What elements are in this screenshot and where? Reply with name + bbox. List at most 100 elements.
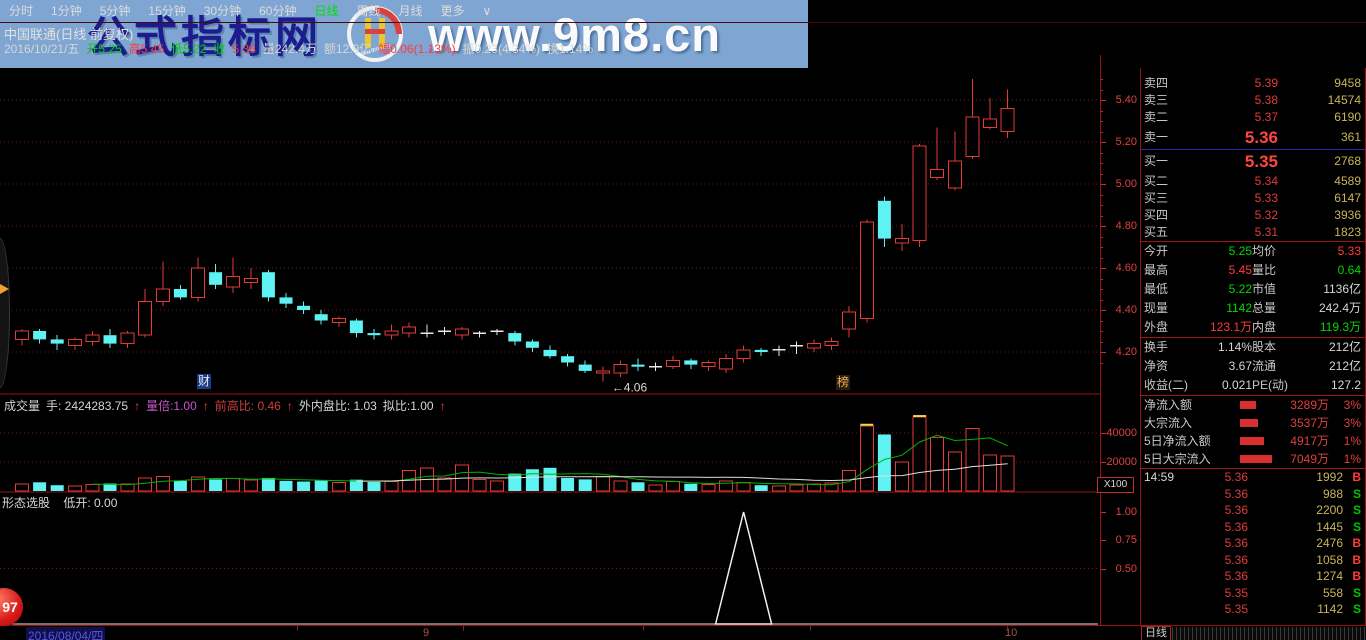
menu-item-5分钟[interactable]: 5分钟 [99,4,131,18]
axis-tick-label: 0.75 [1115,534,1137,547]
ob-label: 卖三 [1144,93,1169,107]
menu-item-日线[interactable]: 日线 [314,4,339,18]
axis-minor-tick [1100,163,1103,164]
order-book-row-买一[interactable]: 买一 5.35 2768 [1140,150,1365,173]
order-book-row-卖四[interactable]: 卖四 5.39 9458 [1140,75,1365,92]
period-menubar: 分时 1分钟 5分钟 15分钟 30分钟 60分钟 日线 周线 月线 更多 ∨ [0,0,1366,23]
info-segment: ↑ [439,399,446,413]
chart-marker-cai[interactable]: 财 [197,374,212,389]
axis-minor-tick [1100,341,1103,343]
quote-panel: 卖四 5.39 9458 卖三 5.38 14574 卖二 5.37 6190 卖一 … [1140,68,1366,640]
snapshot-row: 今开 5.25 均价 5.33 [1144,244,1361,258]
axis-minor-tick [1100,131,1103,133]
ob-price: 5.32 [1254,208,1278,222]
axis-minor-tick [1100,100,1103,101]
tick-trade-list: 14:59 5.36 1992 B 5.36 988 S 5.36 2200 S 5.36 1… [1140,469,1365,618]
indicator-pane-header: 形态选股 低开: 0.00 [2,494,127,511]
axis-tick-label: 20000 [1106,456,1137,468]
left-arrow-marker [0,284,9,294]
order-book-row-卖一[interactable]: 卖一 5.36 361 [1140,126,1365,149]
indicator-param: 低开: 0.00 [63,496,118,510]
menu-item-15分钟[interactable]: 15分钟 [148,4,186,18]
ob-price: 5.38 [1254,93,1278,107]
order-book-row-卖三[interactable]: 卖三 5.38 14574 [1140,92,1365,109]
info-segment: 开5.25 [86,42,122,56]
info-segment: 2016/10/21/五 [4,42,80,56]
trade-row: 5.35 558 S [1224,585,1361,600]
x-axis-month-label: 9 [423,627,430,639]
event-x-mark: × [428,46,433,55]
axis-minor-tick [1100,299,1103,301]
floating-badge-97[interactable]: 97 [0,588,23,626]
axis-tick [1100,100,1106,101]
volume-unit-toggle[interactable]: X100 [1097,477,1134,493]
menu-item-分时[interactable]: 分时 [9,4,34,18]
axis-tick-label: 0.50 [1115,562,1137,575]
menu-item-周线[interactable]: 周线 [356,4,381,18]
axis-minor-tick [1100,278,1103,280]
menu-item-月线[interactable]: 月线 [398,4,423,18]
info-segment: 量倍:1.00 [146,399,197,413]
snapshot-row: 最高 5.45 量比 0.64 [1144,263,1361,277]
chart-marker-bang[interactable]: 榜 [836,375,851,390]
tab-daily-period[interactable]: 日线 [1141,626,1171,640]
axis-tick [1100,142,1106,143]
info-segment: 低5.22 [171,42,207,56]
x-axis-tick [463,626,464,631]
snapshot-row: 外盘 123.1万 内盘 119.3万 [1144,320,1361,334]
info-segment: ↑ [202,399,209,413]
snapshot-row: 净资 3.67 流通 212亿 [1144,359,1361,373]
axis-tick-label: 5.00 [1115,178,1137,190]
axis-minor-tick [1100,110,1103,112]
horizontal-scroll-strip[interactable] [1172,627,1366,640]
money-flow-row: 净流入额 3289万 3% [1144,398,1361,412]
info-segment: ↑ [286,399,293,413]
ob-price: 5.37 [1254,110,1278,124]
ob-qty: 9458 [1334,76,1361,90]
trade-row: 5.36 1445 S [1224,519,1361,534]
menu-item-更多[interactable]: 更多 [440,4,465,18]
trade-row: 14:59 5.36 1992 B [1144,470,1361,484]
trade-row: 5.36 1058 B [1224,552,1361,567]
divider [1140,395,1365,396]
main-chart-canvas[interactable]: ←4.06 [0,0,1100,640]
x-axis-month-label: 10 [1005,627,1018,639]
chart-right-border [1100,55,1101,640]
axis-tick [1100,184,1106,185]
daily-info-line: 2016/10/21/五 开5.25 高5.45 低5.22 收 5.36 量242.4万额… [4,40,600,57]
axis-minor-tick [1100,289,1103,290]
order-book-row-买三[interactable]: 买三 5.33 6147 [1140,190,1365,207]
ob-label: 买二 [1144,174,1169,188]
menu-item-∨[interactable]: ∨ [482,4,492,18]
order-book-row-卖二[interactable]: 卖二 5.37 6190 [1140,109,1365,126]
axis-minor-tick [1100,79,1103,80]
info-segment: 额12.9亿 [323,42,372,56]
axis-minor-tick [1100,226,1103,227]
menu-item-60分钟[interactable]: 60分钟 [259,4,297,18]
axis-tick [1100,462,1106,463]
axis-tick [1100,226,1106,227]
divider [1140,337,1365,338]
first-bar-date-label[interactable]: 2016/08/04/四 [26,627,106,640]
axis-tick-label: 1.00 [1115,506,1137,518]
info-segment: 成交量 [4,399,41,413]
menu-item-1分钟[interactable]: 1分钟 [51,4,82,18]
info-segment: 振0.23(4.34%) [462,42,540,56]
watermark-site-url: www.9m8.cn [428,7,721,61]
axis-minor-tick [1100,152,1103,154]
event-x-mark: × [88,46,93,55]
axis-minor-tick [1100,215,1103,217]
menu-item-30分钟[interactable]: 30分钟 [203,4,242,18]
order-book-row-买五[interactable]: 买五 5.31 1823 [1140,224,1365,241]
ob-label: 买五 [1144,225,1169,239]
ob-label: 卖一 [1144,130,1169,144]
order-book-row-买二[interactable]: 买二 5.34 4589 [1140,173,1365,190]
snapshot-row: 收益(二) 0.021 PE(动) 127.2 [1144,378,1361,392]
axis-minor-tick [1100,331,1103,332]
ob-qty: 1823 [1334,225,1361,239]
volume-pane-header: 成交量 手: 2424283.75 ↑ 量倍:1.00 ↑ 前高比: 0.46 ↑ 外内盘比:… [4,397,452,414]
panel-left-border [1140,68,1141,640]
order-book-row-买四[interactable]: 买四 5.32 3936 [1140,207,1365,224]
x-axis-tick [643,626,644,631]
